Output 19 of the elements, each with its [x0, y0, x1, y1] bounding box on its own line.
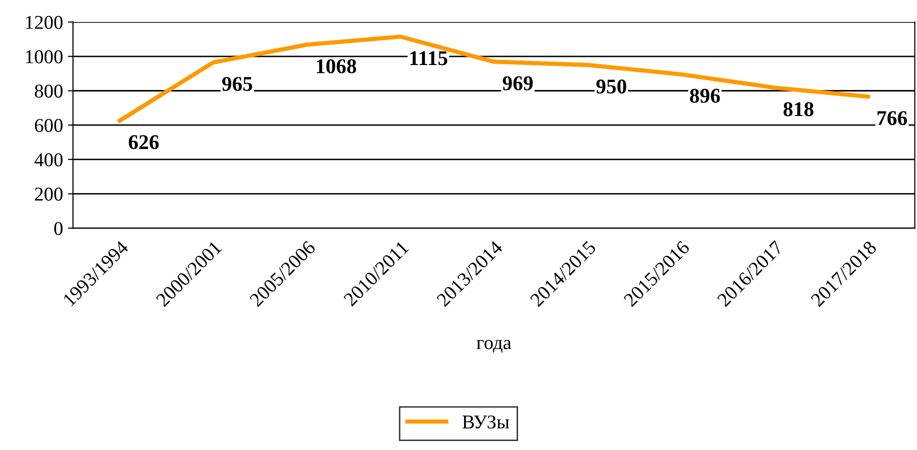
- y-tick-label: 400: [34, 153, 63, 166]
- x-axis-title: года: [476, 340, 512, 353]
- y-tick-label: 0: [54, 222, 63, 236]
- y-tick-label: 800: [34, 84, 63, 98]
- data-label: 950: [596, 79, 626, 94]
- y-tick-label: 600: [34, 118, 63, 132]
- data-label: 1115: [410, 51, 448, 66]
- data-label: 965: [222, 76, 252, 91]
- legend-label: ВУЗы: [462, 415, 510, 429]
- data-label: 818: [784, 102, 814, 116]
- data-label: 626: [128, 135, 159, 150]
- line-series: [118, 34, 870, 123]
- y-tick-label: 1200: [26, 16, 63, 29]
- y-tick-label: 1000: [26, 50, 63, 64]
- data-label: 896: [690, 88, 720, 103]
- y-tick-label: 200: [34, 188, 63, 201]
- data-label: 766: [878, 111, 908, 126]
- data-label: 969: [502, 76, 533, 90]
- data-label: 1068: [316, 59, 356, 74]
